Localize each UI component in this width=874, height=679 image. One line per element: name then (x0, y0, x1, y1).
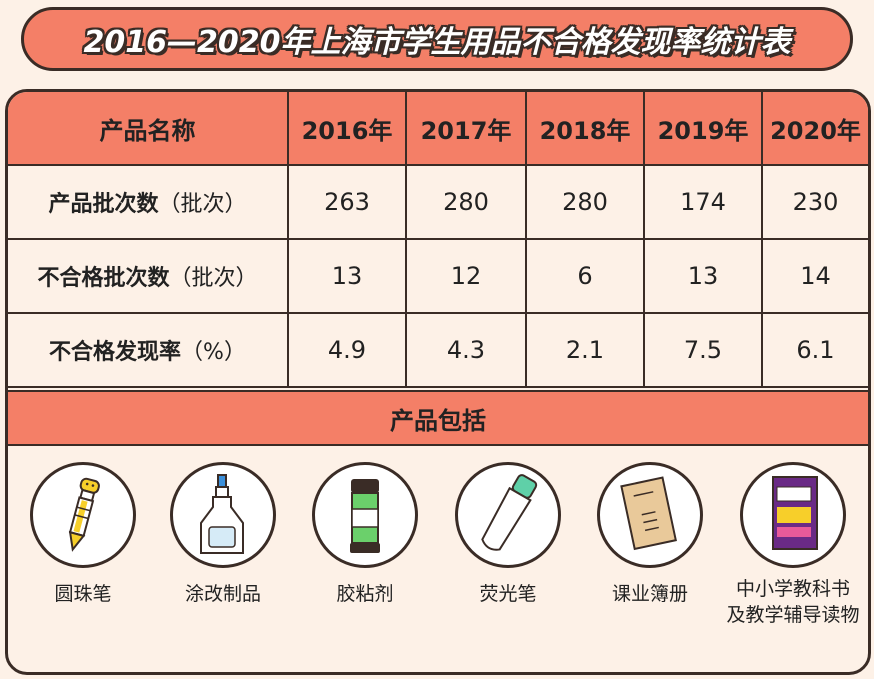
product-item: 圆珠笔 (13, 462, 153, 608)
header-cell: 2020年 (761, 92, 868, 166)
textbook-icon (740, 462, 846, 568)
table-cell: 6 (525, 238, 645, 314)
glue-stick-icon (312, 462, 418, 568)
table-cell: 263 (287, 164, 407, 240)
stats-table: 产品名称 2016年 2017年 2018年 2019年 2020年 产品批次数… (8, 92, 868, 388)
table-cell: 4.3 (405, 312, 527, 388)
row-label: 不合格发现率（%） (8, 312, 289, 388)
table-cell: 6.1 (761, 312, 868, 388)
row-label: 产品批次数（批次） (8, 164, 289, 240)
table-cell: 4.9 (287, 312, 407, 388)
table-cell: 280 (405, 164, 527, 240)
table-cell: 2.1 (525, 312, 645, 388)
title-banner: 2016—2020年上海市学生用品不合格发现率统计表 (21, 7, 853, 71)
product-label: 圆珠笔 (54, 583, 112, 605)
ballpoint-pen-icon (30, 462, 136, 568)
products-row: 圆珠笔 涂改制品 (8, 462, 868, 672)
highlighter-icon (455, 462, 561, 568)
product-item: 涂改制品 (153, 462, 293, 608)
product-item: 课业簿册 (580, 462, 720, 608)
table-cell: 7.5 (643, 312, 763, 388)
header-cell: 2016年 (287, 92, 407, 166)
table-cell: 230 (761, 164, 868, 240)
table-row: 不合格发现率（%） 4.9 4.3 2.1 7.5 6.1 (8, 312, 868, 388)
page-title: 2016—2020年上海市学生用品不合格发现率统计表 (83, 25, 791, 60)
product-label: 课业簿册 (611, 583, 688, 605)
product-item: 胶粘剂 (295, 462, 435, 608)
table-row: 产品批次数（批次） 263 280 280 174 230 (8, 164, 868, 240)
correction-fluid-icon (170, 462, 276, 568)
table-cell: 14 (761, 238, 868, 314)
row-label: 不合格批次数（批次） (8, 238, 289, 314)
table-cell: 13 (643, 238, 763, 314)
table-cell: 13 (287, 238, 407, 314)
product-label: 中小学教科书 及教学辅导读物 (726, 578, 860, 626)
table-cell: 174 (643, 164, 763, 240)
notebook-icon (597, 462, 703, 568)
product-item: 中小学教科书 及教学辅导读物 (723, 462, 863, 628)
table-cell: 12 (405, 238, 527, 314)
product-item: 荧光笔 (438, 462, 578, 608)
products-section-title: 产品包括 (8, 390, 868, 446)
product-label: 胶粘剂 (336, 583, 394, 605)
product-label: 涂改制品 (184, 583, 261, 605)
header-cell: 产品名称 (8, 92, 289, 166)
header-cell: 2019年 (643, 92, 763, 166)
header-cell: 2017年 (405, 92, 527, 166)
stats-card: 产品名称 2016年 2017年 2018年 2019年 2020年 产品批次数… (5, 89, 871, 675)
table-row: 不合格批次数（批次） 13 12 6 13 14 (8, 238, 868, 314)
table-header-row: 产品名称 2016年 2017年 2018年 2019年 2020年 (8, 92, 868, 166)
table-cell: 280 (525, 164, 645, 240)
header-cell: 2018年 (525, 92, 645, 166)
product-label: 荧光笔 (479, 583, 537, 605)
